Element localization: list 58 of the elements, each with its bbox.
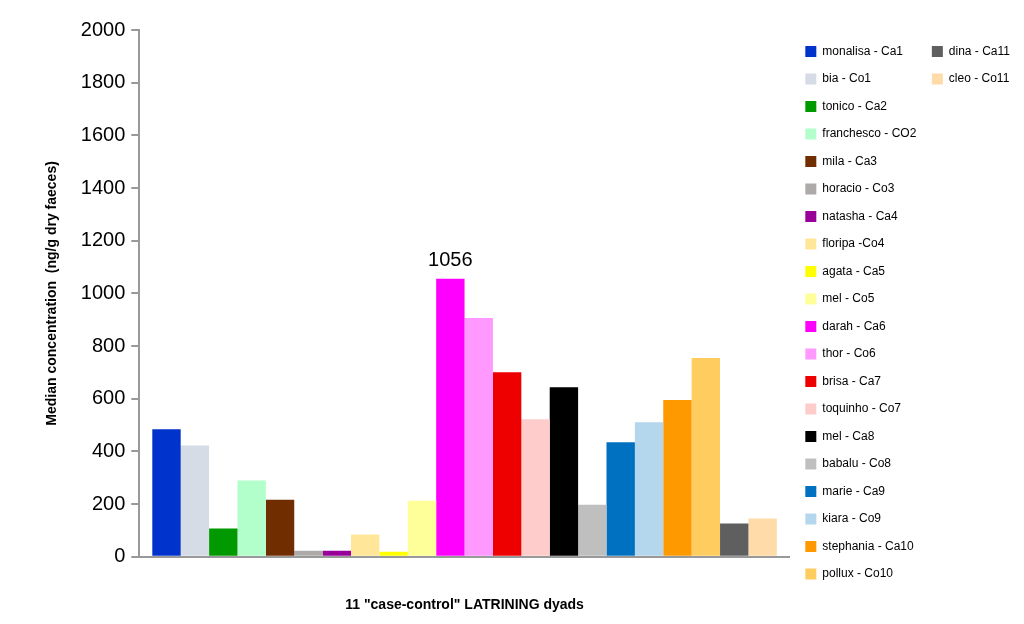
y-tick-label: 800 <box>91 333 126 356</box>
bar <box>549 387 579 556</box>
bar <box>492 372 522 556</box>
y-tick-label: 1000 <box>80 280 126 303</box>
legend-label: mel - Co5 <box>822 291 875 306</box>
legend-label: brisa - Ca7 <box>822 373 882 388</box>
bar <box>351 534 380 556</box>
bar <box>606 442 635 556</box>
legend-label: pollux - Co10 <box>822 566 894 581</box>
legend-label: floripa -Co4 <box>822 236 885 251</box>
bar <box>578 504 607 556</box>
legend-label: kiara - Co9 <box>822 511 882 526</box>
bar <box>436 278 465 556</box>
y-tick-label: 1800 <box>80 70 126 93</box>
bar <box>663 400 692 556</box>
y-tick-label: 600 <box>91 386 126 409</box>
legend-label: dina - Ca11 <box>948 43 1011 58</box>
legend-label: babalu - Co8 <box>822 456 892 471</box>
bar <box>209 528 238 556</box>
legend-label: toquinho - Co7 <box>822 401 902 416</box>
legend-label: thor - Co6 <box>822 346 876 361</box>
bar <box>720 523 749 556</box>
y-tick-label: 1600 <box>80 122 126 145</box>
legend-label: franchesco - CO2 <box>822 126 917 141</box>
legend-label: tonico - Ca2 <box>822 98 888 113</box>
bar <box>152 429 181 556</box>
legend-label: mila - Ca3 <box>822 153 878 168</box>
y-tick-label: 400 <box>91 438 126 461</box>
bar <box>407 500 437 556</box>
bar <box>748 518 777 556</box>
legend-label: agata - Ca5 <box>822 263 886 278</box>
legend-label: cleo - Co11 <box>948 71 1010 86</box>
y-tick-label: 1400 <box>80 175 126 198</box>
legend-label: monalisa - Ca1 <box>822 43 904 58</box>
bar <box>379 551 408 556</box>
x-axis-title: 11 "case-control" LATRINING dyads <box>345 596 585 613</box>
bar <box>180 445 210 556</box>
y-tick-label: 1200 <box>80 228 126 251</box>
bar <box>521 419 550 556</box>
bar <box>265 499 295 556</box>
legend-label: bia - Co1 <box>822 71 872 86</box>
bar <box>691 357 721 556</box>
data-label: 1056 <box>428 248 473 271</box>
bar <box>237 480 266 556</box>
legend-label: mel - Ca8 <box>822 428 875 443</box>
legend-label: darah - Ca6 <box>822 318 887 333</box>
bar <box>464 317 493 556</box>
bar <box>634 422 664 556</box>
y-tick-label: 2000 <box>80 17 126 40</box>
legend-label: natasha - Ca4 <box>822 208 899 223</box>
legend-label: marie - Ca9 <box>822 483 886 498</box>
bar <box>294 550 323 556</box>
legend-label: stephania - Ca10 <box>822 538 915 553</box>
bar <box>322 550 352 556</box>
legend-label: horacio - Co3 <box>822 181 895 196</box>
y-tick-label: 0 <box>114 544 126 567</box>
y-axis-title: Median concentration (ng/g dry faeces) <box>43 161 60 426</box>
y-tick-label: 200 <box>91 491 126 514</box>
